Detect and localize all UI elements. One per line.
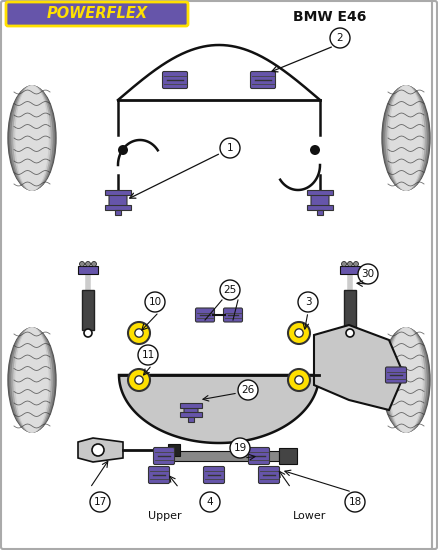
Circle shape <box>145 292 165 312</box>
Circle shape <box>358 264 378 284</box>
Ellipse shape <box>382 86 430 190</box>
Text: 17: 17 <box>93 497 106 507</box>
Ellipse shape <box>12 86 52 190</box>
Ellipse shape <box>384 86 428 190</box>
Ellipse shape <box>14 328 50 432</box>
Bar <box>188 417 194 422</box>
Text: Upper: Upper <box>148 511 182 521</box>
Text: 10: 10 <box>148 297 162 307</box>
Polygon shape <box>314 325 404 410</box>
Ellipse shape <box>8 86 56 190</box>
Bar <box>317 210 323 215</box>
Text: 25: 25 <box>223 285 237 295</box>
FancyBboxPatch shape <box>385 367 406 383</box>
FancyBboxPatch shape <box>248 448 269 465</box>
FancyBboxPatch shape <box>109 192 127 208</box>
Ellipse shape <box>386 86 426 190</box>
FancyBboxPatch shape <box>204 466 225 483</box>
Ellipse shape <box>383 86 429 190</box>
Circle shape <box>80 261 85 267</box>
Circle shape <box>310 145 320 155</box>
Circle shape <box>347 261 353 267</box>
Circle shape <box>128 322 150 344</box>
Ellipse shape <box>9 328 55 432</box>
Text: 3: 3 <box>305 297 311 307</box>
Ellipse shape <box>16 86 48 190</box>
Circle shape <box>295 376 303 384</box>
Bar <box>78 266 98 274</box>
Bar <box>105 205 131 210</box>
Bar <box>159 451 279 461</box>
Circle shape <box>85 261 91 267</box>
Text: 18: 18 <box>348 497 362 507</box>
Circle shape <box>342 261 346 267</box>
Bar <box>307 190 333 195</box>
Circle shape <box>128 369 150 391</box>
Circle shape <box>346 329 354 337</box>
Ellipse shape <box>390 86 422 190</box>
Circle shape <box>238 380 258 400</box>
Bar <box>279 448 297 464</box>
Circle shape <box>92 261 96 267</box>
Bar <box>180 403 202 408</box>
Text: BMW E46: BMW E46 <box>293 10 367 24</box>
Circle shape <box>298 292 318 312</box>
FancyBboxPatch shape <box>6 2 188 26</box>
Circle shape <box>84 329 92 337</box>
Circle shape <box>230 438 250 458</box>
Circle shape <box>200 492 220 512</box>
Circle shape <box>353 261 358 267</box>
Ellipse shape <box>382 328 430 432</box>
Text: 19: 19 <box>233 443 247 453</box>
Ellipse shape <box>386 328 426 432</box>
Circle shape <box>138 345 158 365</box>
Bar <box>105 190 131 195</box>
Bar <box>115 210 121 215</box>
Polygon shape <box>119 375 319 443</box>
Circle shape <box>330 28 350 48</box>
Bar <box>82 290 94 330</box>
Circle shape <box>220 138 240 158</box>
Ellipse shape <box>9 86 55 190</box>
Circle shape <box>345 492 365 512</box>
FancyBboxPatch shape <box>223 308 243 322</box>
Polygon shape <box>78 438 123 462</box>
Ellipse shape <box>388 86 424 190</box>
FancyBboxPatch shape <box>311 192 329 208</box>
Ellipse shape <box>383 328 429 432</box>
Bar <box>307 205 333 210</box>
Ellipse shape <box>10 86 54 190</box>
Ellipse shape <box>16 328 48 432</box>
Circle shape <box>295 329 303 337</box>
Circle shape <box>90 492 110 512</box>
Bar <box>180 412 202 417</box>
Text: Lower: Lower <box>293 511 327 521</box>
Circle shape <box>135 329 143 337</box>
Text: 30: 30 <box>361 269 374 279</box>
Ellipse shape <box>14 86 50 190</box>
FancyBboxPatch shape <box>258 466 279 483</box>
Ellipse shape <box>8 328 56 432</box>
Circle shape <box>118 145 128 155</box>
Text: 26: 26 <box>241 385 254 395</box>
Ellipse shape <box>12 328 52 432</box>
Text: 2: 2 <box>337 33 343 43</box>
Circle shape <box>92 444 104 456</box>
Ellipse shape <box>10 328 54 432</box>
FancyBboxPatch shape <box>184 405 198 415</box>
FancyBboxPatch shape <box>148 466 170 483</box>
Bar <box>340 266 360 274</box>
Ellipse shape <box>390 328 422 432</box>
Text: 4: 4 <box>207 497 213 507</box>
FancyBboxPatch shape <box>195 308 215 322</box>
FancyBboxPatch shape <box>153 448 174 465</box>
Ellipse shape <box>388 328 424 432</box>
FancyBboxPatch shape <box>251 72 276 89</box>
Circle shape <box>288 369 310 391</box>
Text: POWERFLEX: POWERFLEX <box>46 7 148 21</box>
Circle shape <box>220 280 240 300</box>
Bar <box>344 290 356 330</box>
Bar <box>168 444 180 456</box>
Text: 1: 1 <box>227 143 233 153</box>
